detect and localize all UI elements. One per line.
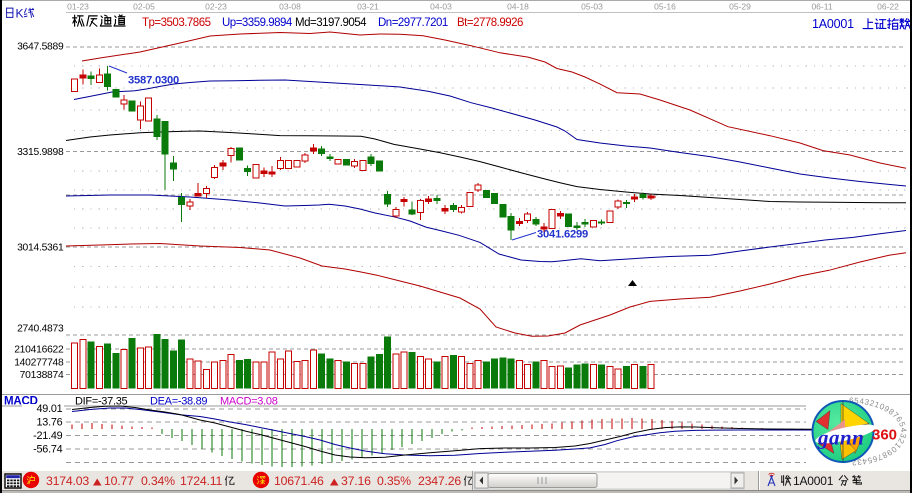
svg-text:3647.5889: 3647.5889 <box>17 42 64 53</box>
svg-text:DEA=-38.89: DEA=-38.89 <box>150 396 207 408</box>
svg-text:13.76: 13.76 <box>36 417 62 429</box>
svg-text:3014.5361: 3014.5361 <box>17 243 64 254</box>
svg-text:DIF=-37.35: DIF=-37.35 <box>75 396 128 408</box>
svg-text:06-11: 06-11 <box>811 2 832 12</box>
svg-text:3587.0300: 3587.0300 <box>128 75 179 87</box>
svg-text:02-05: 02-05 <box>133 2 155 12</box>
svg-text:210416622: 210416622 <box>14 344 64 355</box>
svg-text:Bt=2778.9926: Bt=2778.9926 <box>457 17 523 29</box>
svg-text:Tp=3503.7865: Tp=3503.7865 <box>142 17 211 29</box>
svg-text:1A0001: 1A0001 <box>793 474 834 488</box>
svg-text:10.77: 10.77 <box>104 474 134 488</box>
svg-text:140277748: 140277748 <box>14 357 64 368</box>
svg-text:49.01: 49.01 <box>36 403 62 415</box>
svg-text:-56.74: -56.74 <box>33 444 63 456</box>
svg-text:2347.26: 2347.26 <box>418 474 461 488</box>
svg-text:03-21: 03-21 <box>357 2 379 12</box>
svg-text:Md=3197.9054: Md=3197.9054 <box>295 17 367 29</box>
svg-text:06-22: 06-22 <box>877 2 899 12</box>
svg-text:04-03: 04-03 <box>430 2 452 12</box>
svg-text:3174.03: 3174.03 <box>46 474 89 488</box>
svg-text:03-08: 03-08 <box>279 2 301 12</box>
svg-text:1A0001: 1A0001 <box>812 17 854 31</box>
svg-text:-21.49: -21.49 <box>33 430 63 442</box>
svg-text:Dn=2977.7201: Dn=2977.7201 <box>378 17 448 29</box>
svg-text:05-29: 05-29 <box>729 2 751 12</box>
svg-text:05-03: 05-03 <box>581 2 603 12</box>
svg-text:05-16: 05-16 <box>654 2 676 12</box>
svg-text:3315.9898: 3315.9898 <box>17 147 64 158</box>
svg-text:2740.4873: 2740.4873 <box>17 324 64 335</box>
svg-text:02-23: 02-23 <box>205 2 227 12</box>
svg-text:70138874: 70138874 <box>20 370 64 381</box>
svg-text:MACD=3.08: MACD=3.08 <box>220 396 278 408</box>
svg-text:0.35%: 0.35% <box>377 474 411 488</box>
svg-text:Up=3359.9894: Up=3359.9894 <box>222 17 293 29</box>
svg-text:10671.46: 10671.46 <box>274 474 324 488</box>
svg-text:0.34%: 0.34% <box>141 474 175 488</box>
svg-text:3041.6299: 3041.6299 <box>537 229 588 241</box>
svg-text:37.16: 37.16 <box>341 474 371 488</box>
svg-text:1724.11: 1724.11 <box>180 474 222 488</box>
svg-text:K: K <box>16 7 24 21</box>
svg-text:gann: gann <box>817 426 864 450</box>
svg-text:01-23: 01-23 <box>67 2 89 12</box>
svg-text:04-18: 04-18 <box>507 2 529 12</box>
svg-text:360: 360 <box>872 427 897 444</box>
